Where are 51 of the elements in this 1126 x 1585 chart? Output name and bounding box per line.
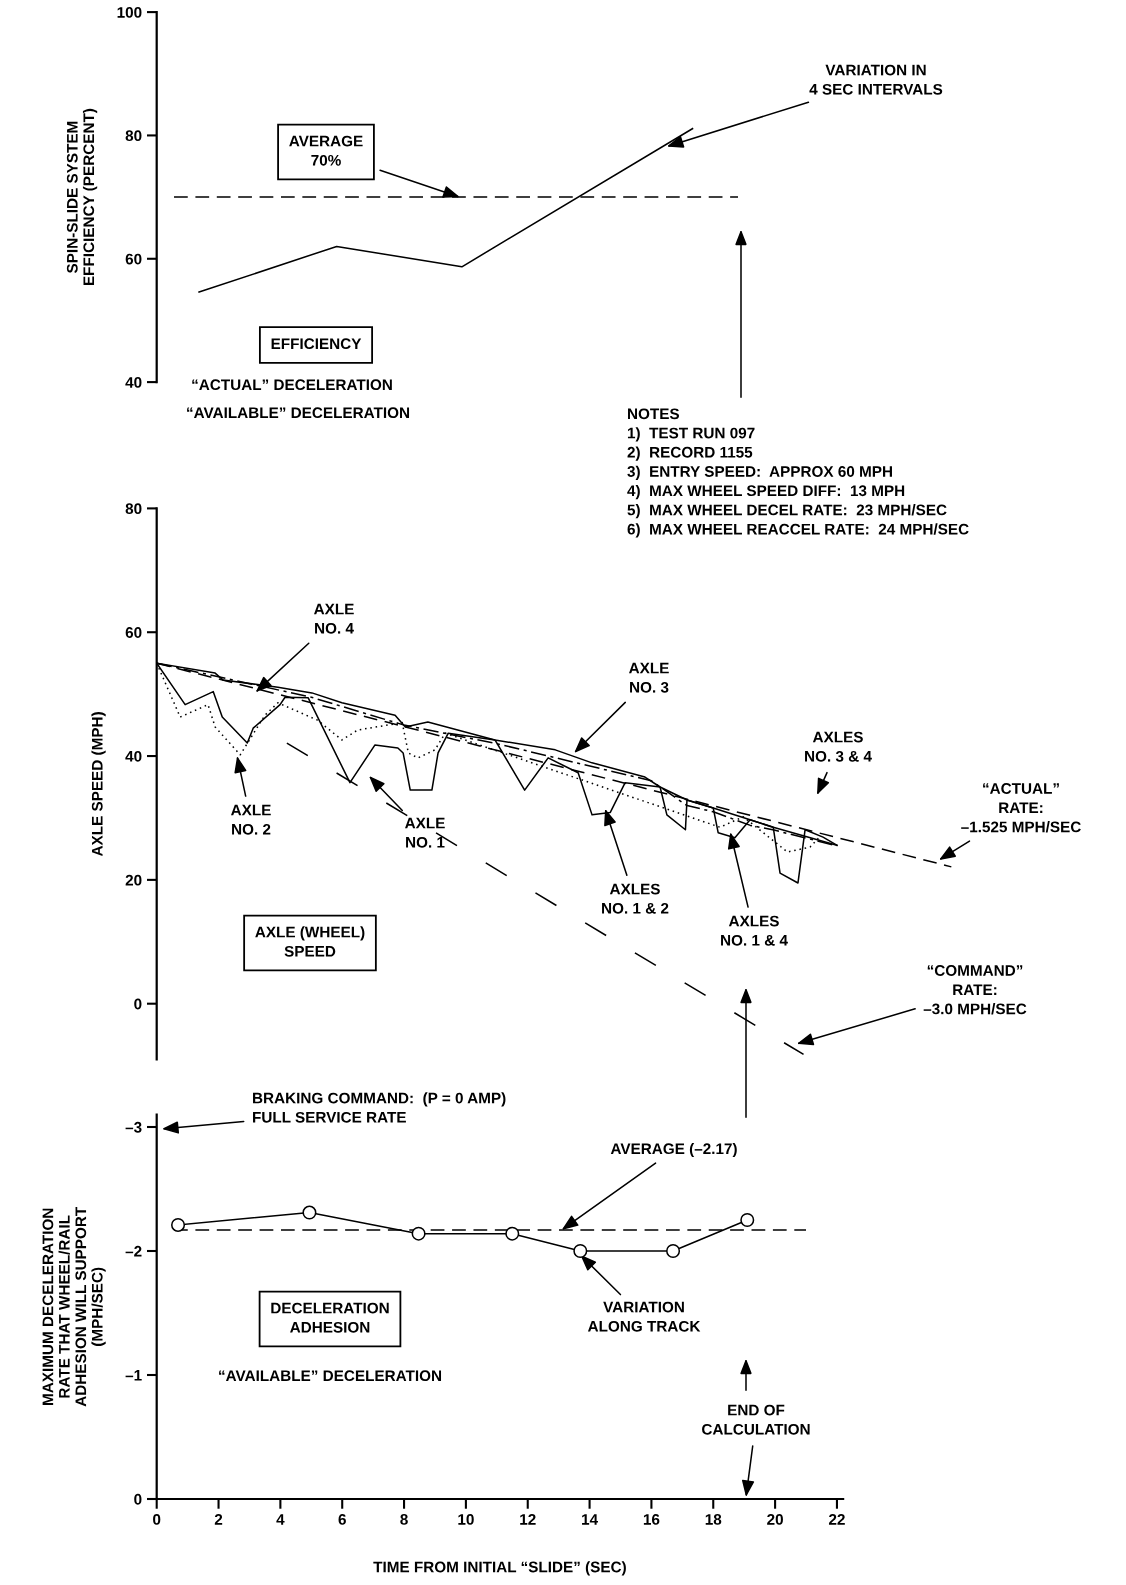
y-tick-label: 100 [117,6,142,18]
annotation: “ACTUAL” DECELERATION [192,379,392,391]
y-tick-label: 60 [125,253,142,265]
annotation: AXLES NO. 3 & 4 [805,731,872,762]
annotation: BRAKING COMMAND: (P = 0 AMP) FULL SERVICE RATE [253,1092,506,1123]
y-axis-title: AXLE SPEED (MPH) [91,712,106,857]
annotation: “COMMAND” RATE: –3.0 MPH/SEC [923,965,1027,1015]
x-tick-label: 12 [520,1513,536,1525]
annotation: NOTES 1) TEST RUN 097 2) RECORD 1155 3) ENTRY SPEED: APPROX 60 MPH 4) MAX WHEEL SPEED DIFF: 13 MPH 5) MAX WHEEL DECEL RATE: 23 MPH/SEC 6) MAX WHEEL REACCEL RATE: 24 MPH/SEC [627,408,969,538]
x-tick-label: 4 [276,1514,285,1525]
annotation: EFFICIENCY [271,338,362,350]
y-tick-label: –3 [125,1121,142,1133]
annotation: DECELERATION ADHESION [271,1302,389,1333]
y-tick-label: 0 [134,998,142,1010]
annotation: AXLES NO. 1 & 4 [721,915,788,946]
annotation: AXLE NO. 1 [405,817,445,848]
annotation: “ACTUAL” RATE: –1.525 MPH/SEC [961,783,1081,833]
annotation: AXLES NO. 1 & 2 [602,883,669,914]
y-tick-label: 80 [125,130,142,142]
text: “AVAILABLE” DECELERATION [187,407,410,419]
x-tick-label: 2 [214,1513,223,1525]
annotation: AVERAGE (–2.17) [610,1142,737,1158]
annotation: AXLE NO. 4 [314,603,354,634]
y-tick-label: 60 [125,627,142,638]
x-tick-label: 16 [643,1513,660,1525]
annotation: VARIATION IN 4 SEC INTERVALS [809,64,943,95]
annotation: “AVAILABLE” DECELERATION [219,1370,442,1382]
y-tick-label: 40 [125,376,142,388]
x-tick-label: 20 [767,1513,783,1525]
annotation: AXLE NO. 3 [629,662,669,693]
y-axis-title: MAXIMUM DECELERATION RATE THAT WHEEL/RAIL ADHESION WILL SUPPORT (MPH/SEC) [42,1206,106,1407]
annotation: AXLE NO. 2 [231,804,271,835]
x-tick-label: 22 [828,1513,845,1525]
y-tick-label: 40 [125,750,142,762]
y-tick-label: 20 [125,874,142,886]
x-tick-label: 18 [705,1513,722,1525]
x-tick-label: 10 [458,1513,474,1525]
y-tick-label: –1 [125,1370,142,1381]
annotation: AVERAGE 70% [289,135,363,166]
y-tick-label: 80 [125,503,142,515]
y-axis-title: SPIN-SLIDE SYSTEM EFFICIENCY (PERCENT) [66,108,98,286]
annotation: AXLE (WHEEL) SPEED [255,926,365,957]
annotation: END OF CALCULATION [702,1404,810,1435]
x-tick-label: 0 [153,1513,161,1525]
x-tick-label: 14 [582,1514,598,1525]
y-tick-label: –2 [125,1245,142,1257]
annotation: VARIATION ALONG TRACK [587,1301,701,1332]
x-tick-label: 6 [338,1513,346,1525]
x-axis-title: TIME FROM INITIAL “SLIDE” (SEC) [373,1561,626,1576]
x-tick-label: 8 [400,1513,408,1525]
y-tick-label: 0 [134,1493,142,1505]
